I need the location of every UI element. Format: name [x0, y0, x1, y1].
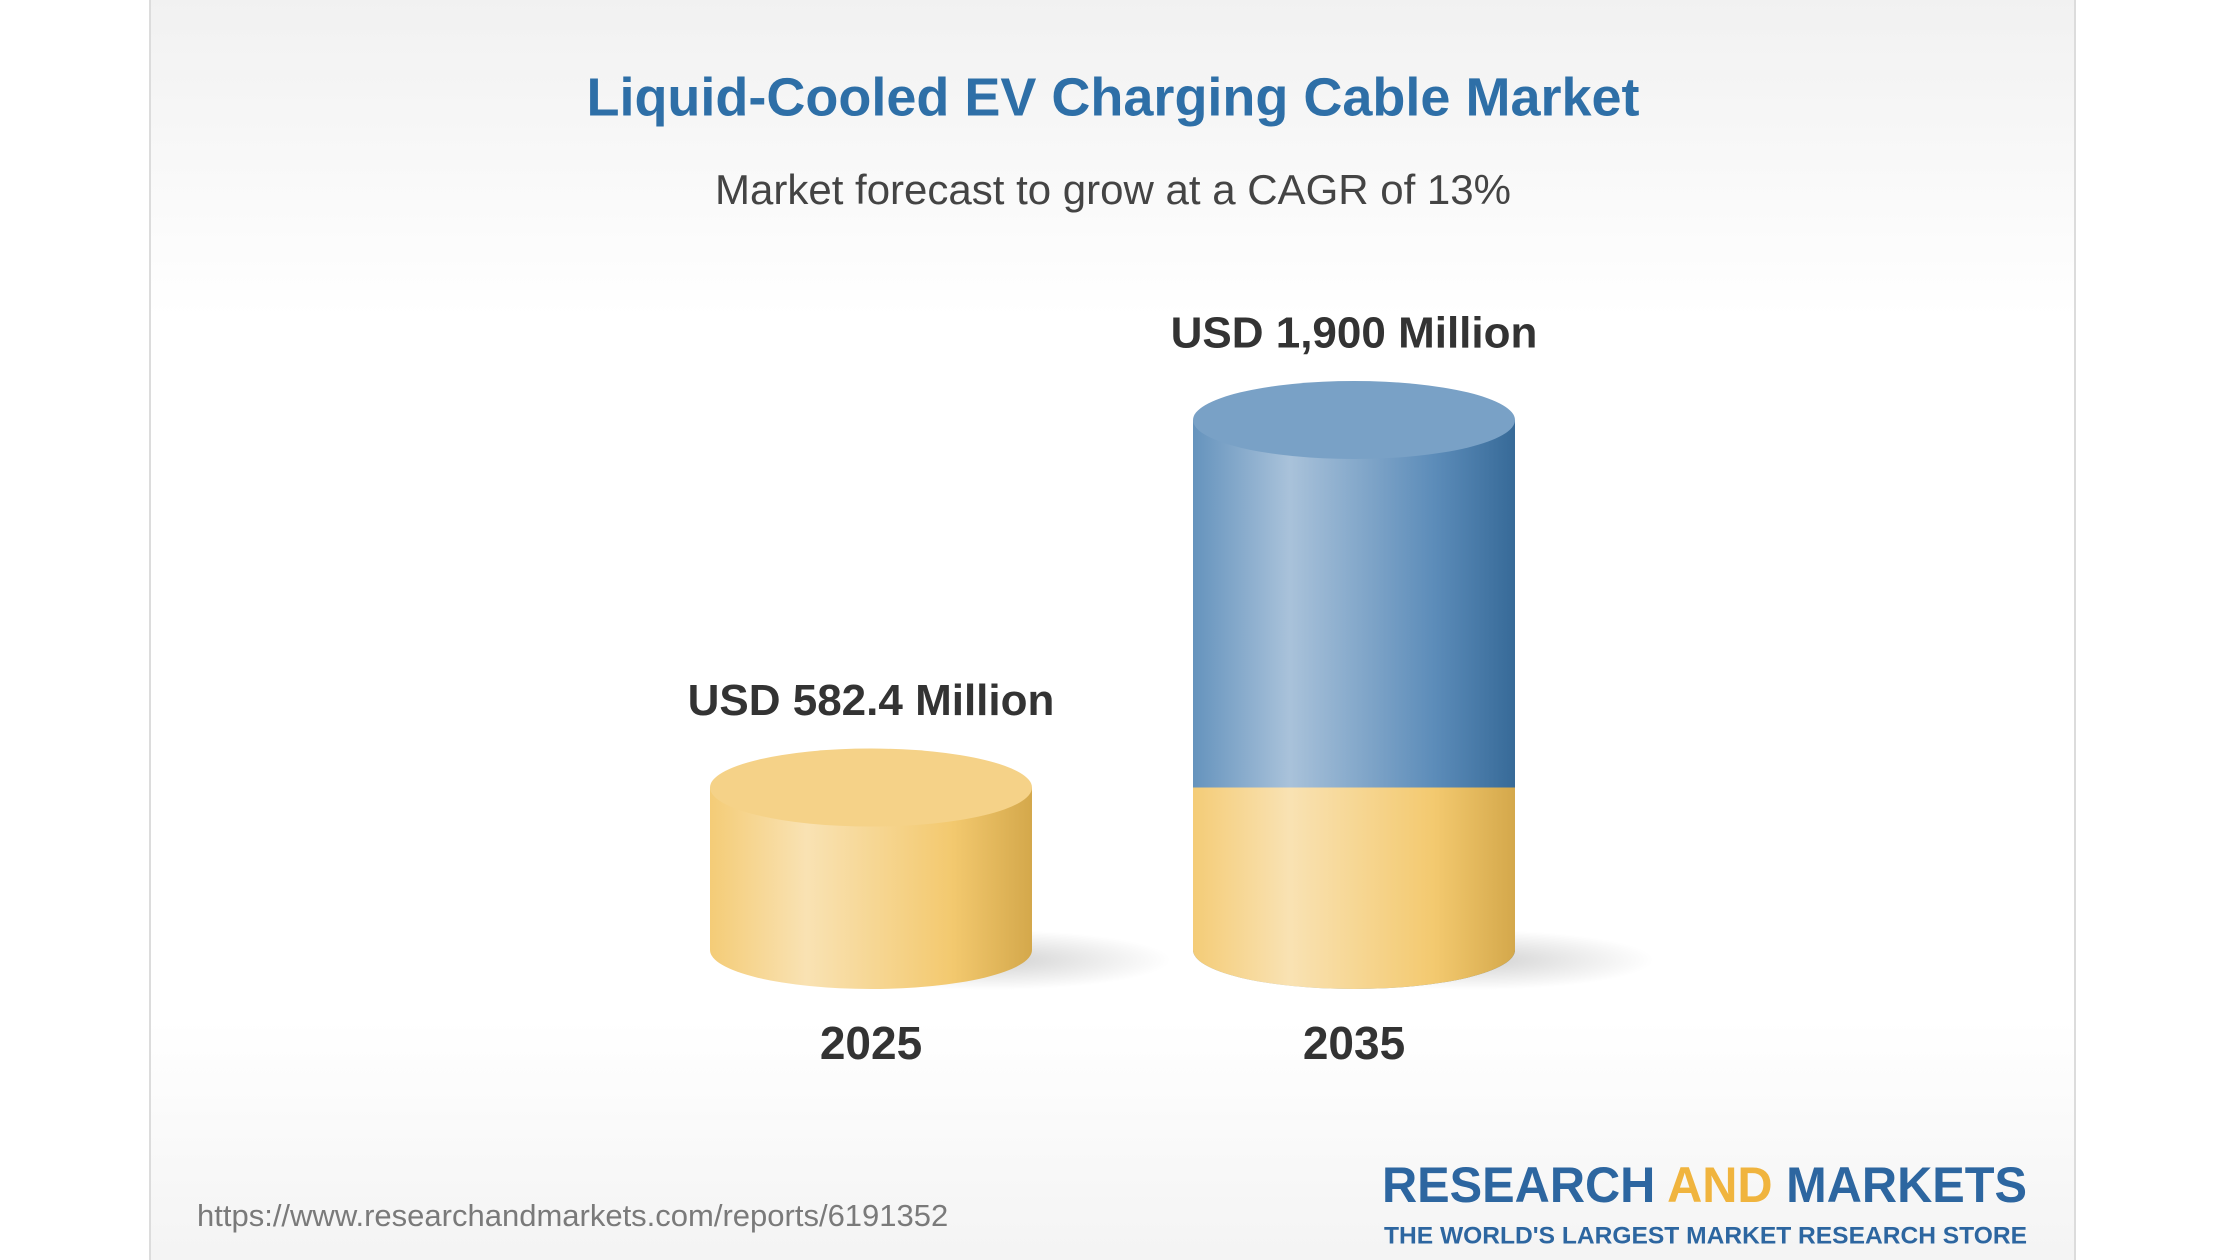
source-url: https://www.researchandmarkets.com/repor… — [197, 1198, 948, 1233]
card — [149, 0, 2076, 1260]
chart-title: Liquid-Cooled EV Charging Cable Market — [586, 67, 1639, 127]
category-label: 2025 — [820, 1017, 922, 1069]
cylinder-base — [1193, 787, 1515, 989]
brand-word: AND — [1667, 1157, 1773, 1213]
chart-subtitle: Market forecast to grow at a CAGR of 13% — [715, 166, 1511, 213]
value-label: USD 582.4 Million — [688, 676, 1055, 725]
cylinder-body — [1193, 787, 1515, 989]
category-label: 2035 — [1303, 1017, 1405, 1069]
cylinder — [710, 748, 1032, 989]
brand-word: MARKETS — [1786, 1157, 2027, 1213]
cylinder-top — [1193, 381, 1515, 459]
brand-tagline: THE WORLD'S LARGEST MARKET RESEARCH STOR… — [1384, 1222, 2027, 1249]
brand-word: RESEARCH — [1382, 1157, 1655, 1213]
value-label: USD 1,900 Million — [1171, 309, 1538, 358]
cylinder-top — [710, 748, 1032, 827]
brand-logo: RESEARCH AND MARKETS — [1382, 1157, 2027, 1213]
cylinder-body — [710, 787, 1032, 989]
